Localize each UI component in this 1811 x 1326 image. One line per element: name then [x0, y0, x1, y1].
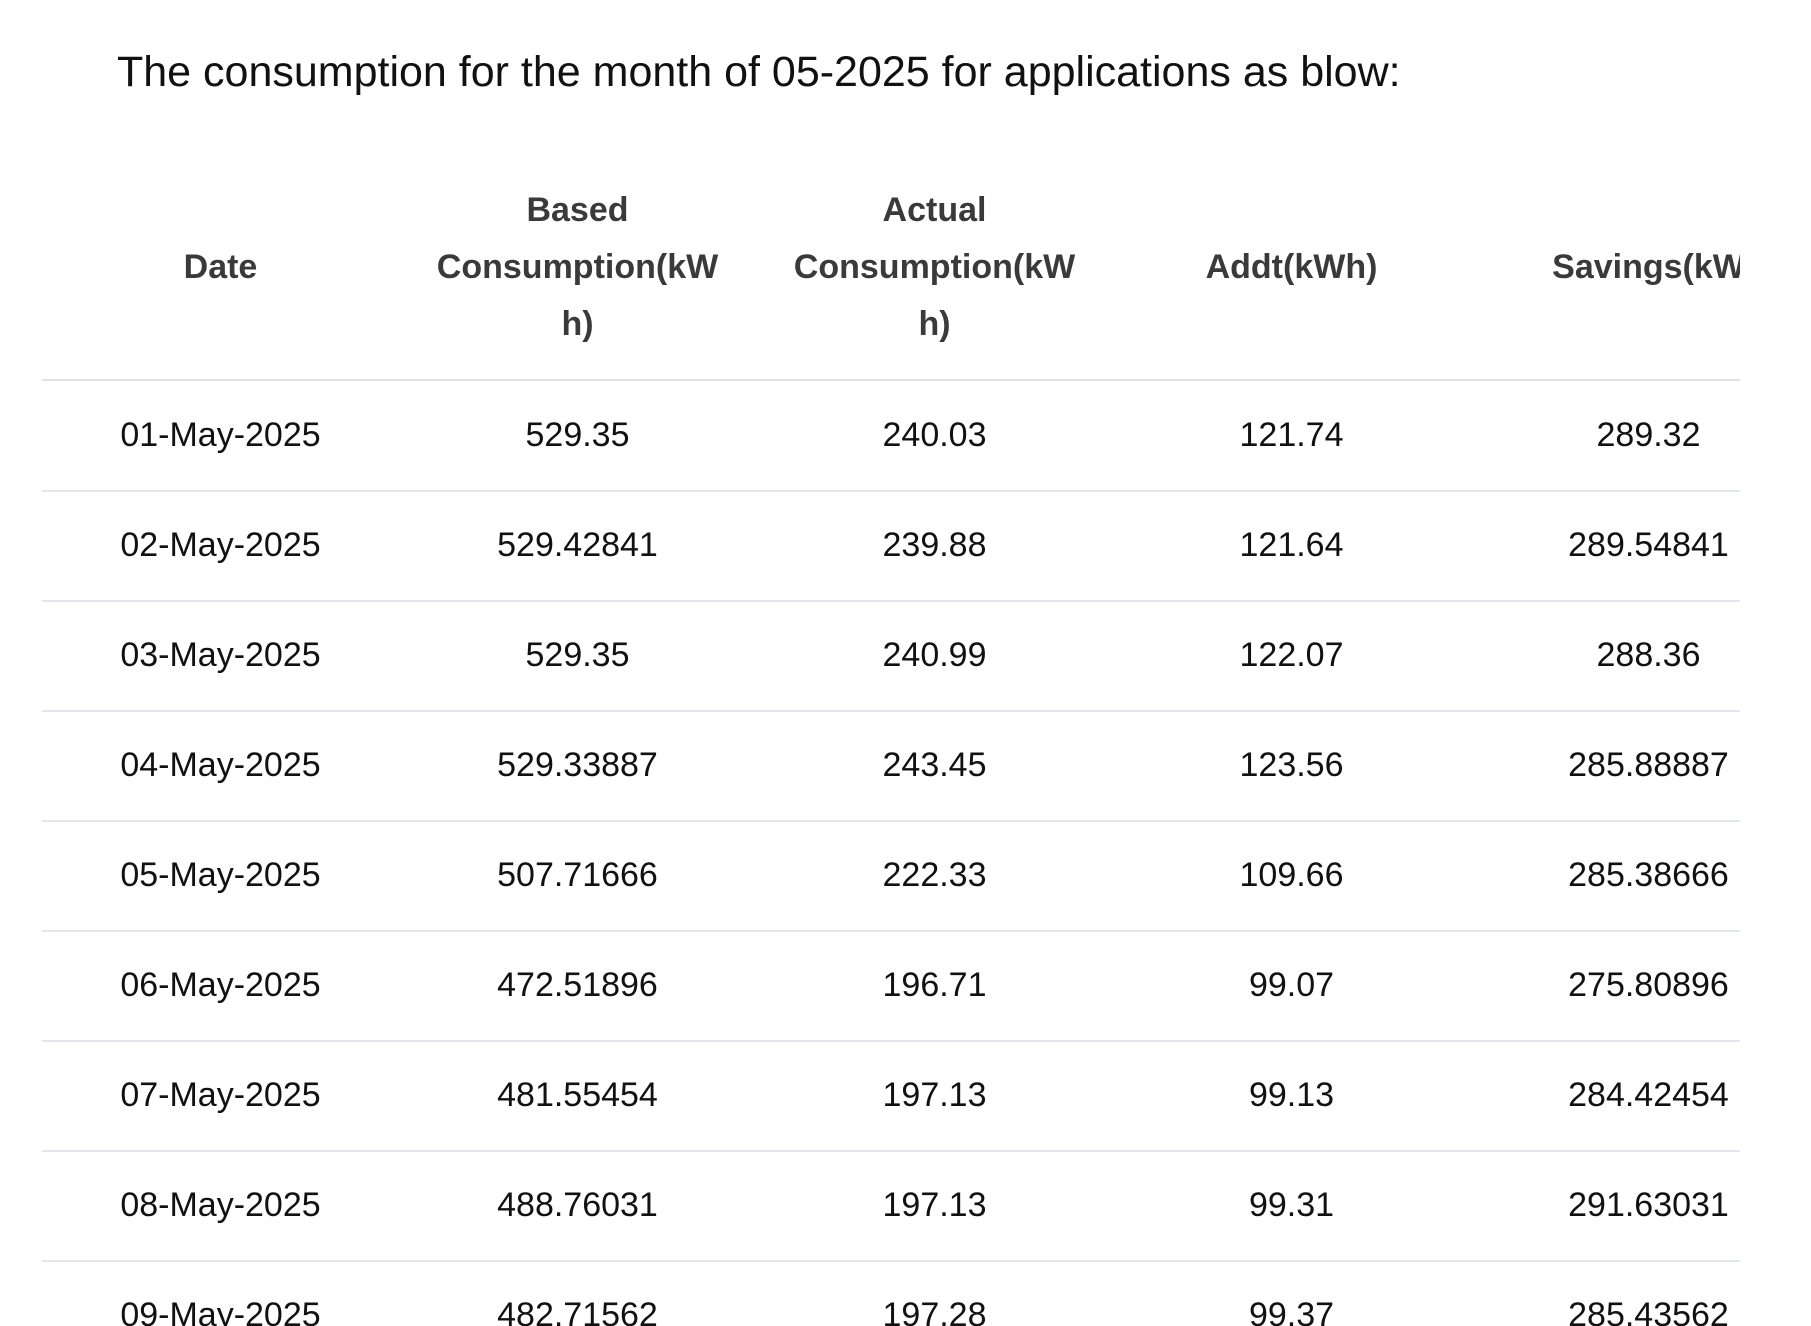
- table-cell: 99.07: [1248, 966, 1335, 1004]
- table-cell: 06-May-2025: [120, 966, 321, 1004]
- table-cell: 472.51896: [497, 966, 658, 1004]
- table-cell: 289.54841: [1568, 526, 1729, 564]
- row-rule: [42, 820, 1740, 822]
- table-cell: 285.88887: [1568, 746, 1729, 784]
- table-cell: 481.55454: [497, 1076, 658, 1114]
- table-cell: 285.43562: [1568, 1296, 1729, 1326]
- table-cell: 240.03: [882, 416, 987, 454]
- table-cell: 529.42841: [497, 526, 658, 564]
- header-rule: [42, 379, 1740, 381]
- header-cell: Consumption(kW: [793, 247, 1076, 286]
- header-cell: h): [561, 304, 594, 343]
- table-cell: 289.32: [1596, 416, 1701, 454]
- table-cell: 529.35: [525, 416, 630, 454]
- header-cell: Addt(kWh): [1205, 247, 1378, 286]
- table-cell: 109.66: [1239, 856, 1344, 894]
- consumption-table: Date Based Consumption(kW h) Actual Consumpti…: [42, 0, 1740, 1326]
- row-rule: [42, 1040, 1740, 1042]
- header-cell: Savings(kW: [1552, 247, 1740, 286]
- table-cell: 99.37: [1248, 1296, 1335, 1326]
- header-cell: h): [918, 304, 951, 343]
- table-cell: 99.13: [1248, 1076, 1335, 1114]
- table-cell: 197.28: [882, 1296, 987, 1326]
- table-cell: 240.99: [882, 636, 987, 674]
- table-cell: 529.35: [525, 636, 630, 674]
- table-cell: 121.74: [1239, 416, 1344, 454]
- table-cell: 285.38666: [1568, 856, 1729, 894]
- table-cell: 123.56: [1239, 746, 1344, 784]
- table-cell: 275.80896: [1568, 966, 1729, 1004]
- title: The consumption for the month of 05-2025…: [117, 48, 1401, 96]
- table-cell: 03-May-2025: [120, 636, 321, 674]
- table-cell: 09-May-2025: [120, 1296, 321, 1326]
- header-cell: Based: [526, 190, 629, 229]
- row-rule: [42, 600, 1740, 602]
- table-cell: 291.63031: [1568, 1186, 1729, 1224]
- table-cell: 99.31: [1248, 1186, 1335, 1224]
- table-cell: 05-May-2025: [120, 856, 321, 894]
- table-cell: 243.45: [882, 746, 987, 784]
- table-cell: 288.36: [1596, 636, 1701, 674]
- table-cell: 01-May-2025: [120, 416, 321, 454]
- table-cell: 507.71666: [497, 856, 658, 894]
- row-rule: [42, 930, 1740, 932]
- table-cell: 488.76031: [497, 1186, 658, 1224]
- header-cell: Consumption(kW: [436, 247, 719, 286]
- row-rule: [42, 710, 1740, 712]
- row-rule: [42, 1150, 1740, 1152]
- table-cell: 529.33887: [497, 746, 658, 784]
- row-rule: [42, 490, 1740, 492]
- row-rule: [42, 1260, 1740, 1262]
- table-cell: 239.88: [882, 526, 987, 564]
- table-cell: 02-May-2025: [120, 526, 321, 564]
- table-cell: 197.13: [882, 1186, 987, 1224]
- table-cell: 482.71562: [497, 1296, 658, 1326]
- table-cell: 196.71: [882, 966, 987, 1004]
- table-cell: 121.64: [1239, 526, 1344, 564]
- table-cell: 07-May-2025: [120, 1076, 321, 1114]
- table-cell: 197.13: [882, 1076, 987, 1114]
- header-cell: Actual: [882, 190, 987, 229]
- header-cell: Date: [183, 247, 258, 286]
- table-cell: 284.42454: [1568, 1076, 1729, 1114]
- table-cell: 04-May-2025: [120, 746, 321, 784]
- table-cell: 222.33: [882, 856, 987, 894]
- table-cell: 122.07: [1239, 636, 1344, 674]
- table-cell: 08-May-2025: [120, 1186, 321, 1224]
